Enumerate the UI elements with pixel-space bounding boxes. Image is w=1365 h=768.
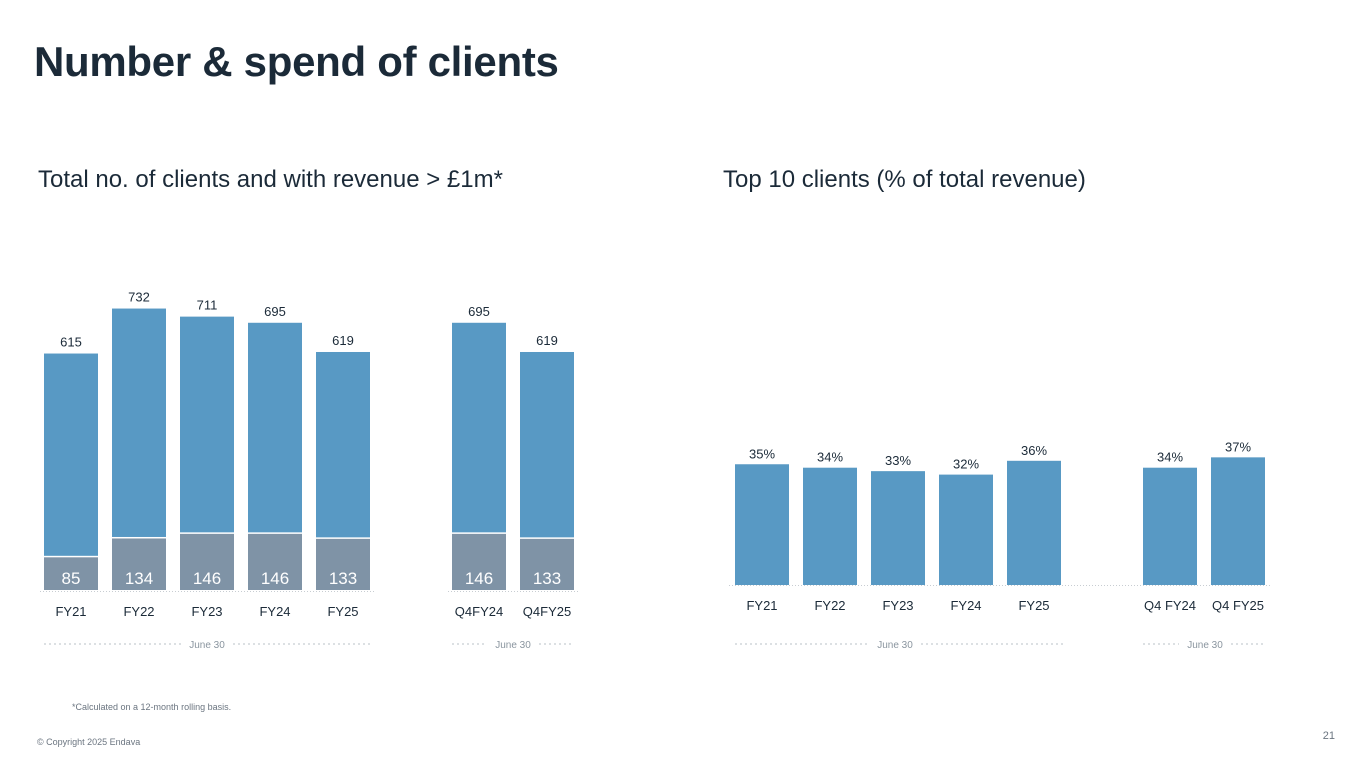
data-label-total: 695: [468, 304, 490, 319]
data-label-total: 711: [197, 298, 218, 313]
bar-segment-other-clients: [316, 351, 370, 538]
x-tick-label: FY25: [1018, 598, 1049, 613]
data-label-over-1m: 85: [62, 569, 81, 588]
group-label: June 30: [877, 640, 913, 651]
x-tick-label: FY22: [123, 604, 154, 619]
group-label: June 30: [189, 640, 225, 651]
x-tick-label: FY22: [814, 598, 845, 613]
bar: [871, 471, 925, 585]
x-tick-label: FY23: [882, 598, 913, 613]
x-tick-label: FY23: [191, 604, 222, 619]
bar: [1211, 457, 1265, 585]
bar-segment-over-1m: [452, 533, 506, 590]
data-label-over-1m: 133: [533, 569, 561, 588]
data-label-total: 615: [60, 335, 82, 350]
data-label-total: 695: [264, 304, 286, 319]
bar: [939, 474, 993, 585]
x-tick-label: Q4 FY24: [1144, 598, 1196, 613]
bar-segment-other-clients: [248, 322, 302, 533]
data-label: 32%: [953, 457, 979, 472]
x-tick-label: Q4FY25: [523, 604, 571, 619]
clients-bar-chart: 85 615 FY21 134 732 FY22 146 711 FY23 146 695 FY24 1…: [40, 290, 578, 651]
bar-segment-over-1m: [316, 538, 370, 590]
bar-segment-over-1m: [248, 533, 302, 590]
data-label-over-1m: 146: [261, 569, 289, 588]
group-label: June 30: [495, 640, 531, 651]
group-label: June 30: [1187, 640, 1223, 651]
bar-segment-over-1m: [180, 533, 234, 590]
data-label-over-1m: 134: [125, 569, 153, 588]
data-label-over-1m: 133: [329, 569, 357, 588]
x-tick-label: Q4FY24: [455, 604, 503, 619]
data-label-total: 619: [332, 333, 354, 348]
x-tick-label: FY21: [746, 598, 777, 613]
bar-segment-over-1m: [112, 538, 166, 590]
x-tick-label: FY24: [259, 604, 290, 619]
x-tick-label: FY21: [55, 604, 86, 619]
bar: [1143, 467, 1197, 585]
bar-segment-other-clients: [180, 316, 234, 533]
data-label-total: 619: [536, 333, 558, 348]
data-label: 33%: [885, 453, 911, 468]
bar-segment-other-clients: [520, 351, 574, 538]
page-number: 21: [1322, 730, 1335, 742]
data-label: 37%: [1225, 439, 1251, 454]
bar-segment-other-clients: [44, 353, 98, 556]
x-tick-label: FY24: [950, 598, 981, 613]
bar-segment-over-1m: [520, 538, 574, 590]
bar-segment-over-1m: [44, 557, 98, 590]
bar-segment-other-clients: [112, 308, 166, 537]
x-tick-label: Q4 FY25: [1212, 598, 1264, 613]
bar: [735, 464, 789, 585]
data-label-total: 732: [128, 290, 150, 305]
x-tick-label: FY25: [327, 604, 358, 619]
data-label: 35%: [749, 446, 775, 461]
bar: [1007, 460, 1061, 585]
footnote: *Calculated on a 12-month rolling basis.: [72, 702, 232, 712]
page-title: Number & spend of clients: [34, 38, 559, 85]
bar: [803, 467, 857, 585]
top10-bar-chart: 35% FY21 34% FY22 33% FY23 32% FY24 36% FY25 34% Q4…: [729, 439, 1271, 651]
data-label-over-1m: 146: [465, 569, 493, 588]
bar-segment-other-clients: [452, 322, 506, 533]
data-label: 36%: [1021, 443, 1047, 458]
copyright: © Copyright 2025 Endava: [37, 737, 141, 747]
clients-chart-title: Total no. of clients and with revenue > …: [38, 166, 503, 193]
top10-chart-title: Top 10 clients (% of total revenue): [723, 166, 1086, 193]
data-label: 34%: [817, 450, 843, 465]
data-label-over-1m: 146: [193, 569, 221, 588]
data-label: 34%: [1157, 450, 1183, 465]
